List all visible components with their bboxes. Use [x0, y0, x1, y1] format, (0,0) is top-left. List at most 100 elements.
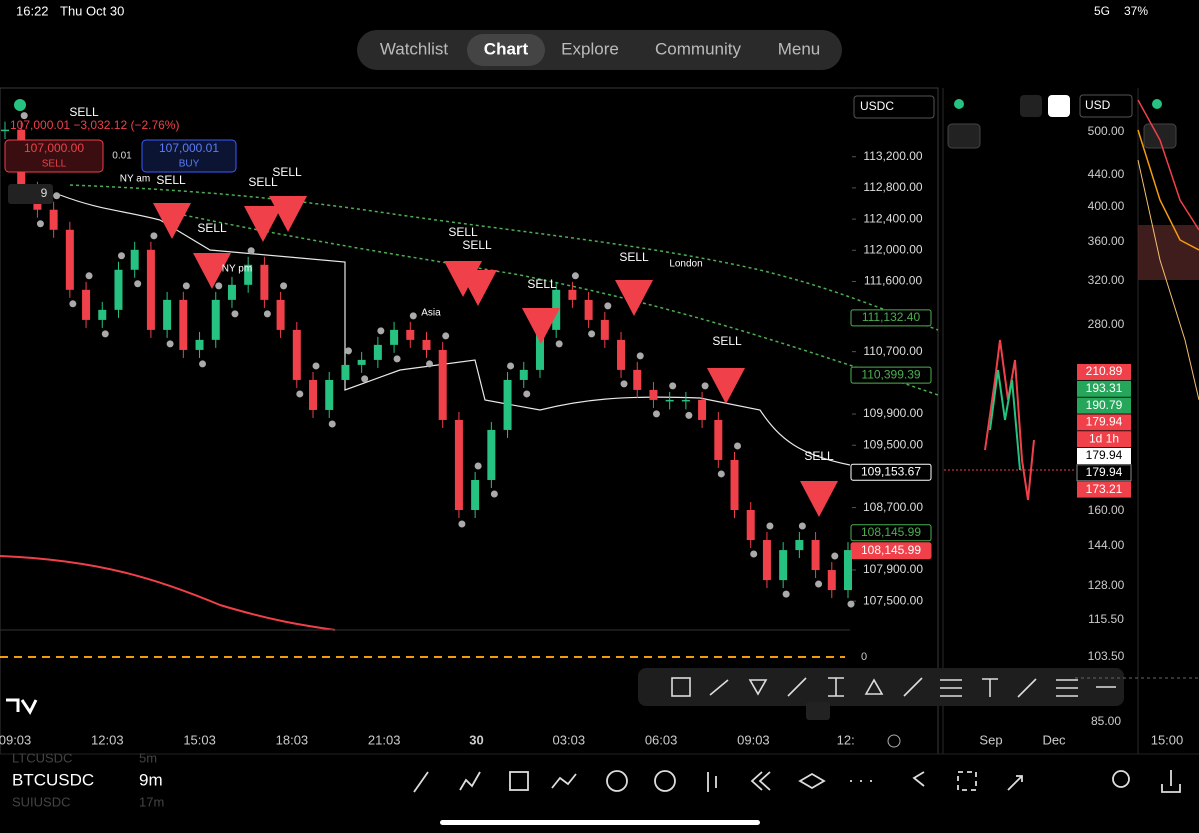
dot: [815, 580, 823, 588]
dot: [766, 522, 774, 530]
currency-select[interactable]: [853, 95, 935, 119]
candle: [519, 369, 528, 380]
dot: [231, 310, 239, 318]
dot: [571, 272, 579, 280]
price-badge: [850, 463, 932, 481]
rect-tool[interactable]: [671, 677, 691, 697]
channel-tool[interactable]: [940, 679, 962, 697]
interval[interactable]: 9m: [139, 770, 163, 789]
nav-tab[interactable]: Community: [655, 39, 741, 58]
settings-icon[interactable]: [887, 734, 901, 748]
sync-button[interactable]: [1048, 95, 1070, 117]
status-network: 5G: [1094, 4, 1110, 18]
expand-icon[interactable]: [1007, 775, 1023, 791]
sell-triangle: [800, 481, 838, 517]
candle: [600, 319, 609, 340]
quantity: 0.01: [112, 151, 132, 162]
x-tick-label: 18:03: [276, 732, 309, 747]
dot: [458, 520, 466, 528]
dot: [620, 380, 628, 388]
dot: [263, 310, 271, 318]
candle: [617, 339, 626, 370]
indicators-icon[interactable]: [459, 771, 481, 791]
side-axis-label: 160.00: [1088, 503, 1125, 517]
dot: [782, 590, 790, 598]
y-tick-label: 107,500.00: [863, 593, 923, 607]
arrow-up-tool[interactable]: [864, 678, 884, 695]
sell-triangle: [153, 203, 191, 239]
session-label: NY pm: [222, 264, 252, 275]
dot: [717, 470, 725, 478]
draw-icon[interactable]: [413, 771, 429, 793]
side-badge-label: 193.31: [1086, 381, 1123, 395]
side-candles: [989, 369, 1021, 471]
dot: [507, 362, 515, 370]
range-tool[interactable]: [828, 677, 844, 697]
x-tick-label: 06:03: [645, 732, 678, 747]
sell-triangle: [459, 270, 497, 306]
side-badge-label: 1d 1h: [1089, 431, 1119, 445]
candle: [195, 339, 204, 350]
arrow-down-tool[interactable]: [748, 679, 768, 696]
sell-label: SELL: [42, 159, 67, 170]
x-tick-label: 21:03: [368, 732, 401, 747]
line-tool[interactable]: [787, 677, 807, 697]
fib-tool[interactable]: [1056, 679, 1078, 697]
session-label: NY am: [120, 174, 150, 185]
compare-icon[interactable]: [551, 773, 577, 789]
scroll-button[interactable]: [806, 702, 830, 720]
candle: [179, 299, 188, 350]
side-axis-label: 360.00: [1088, 234, 1125, 248]
download-button[interactable]: [1020, 95, 1042, 117]
candle: [633, 369, 642, 390]
side-badge-label: 173.21: [1086, 482, 1123, 496]
ideas-icon[interactable]: [1112, 770, 1130, 788]
dot: [182, 282, 190, 290]
symbol[interactable]: BTCUSDC: [12, 770, 94, 789]
side-badge: [1077, 431, 1131, 448]
share-icon[interactable]: [1161, 770, 1181, 793]
add-icon[interactable]: [606, 770, 628, 792]
x-tick-label: 12:: [837, 732, 855, 747]
layers-button[interactable]: [947, 123, 981, 149]
layout-icon[interactable]: [509, 771, 529, 791]
fullscreen-icon[interactable]: [957, 771, 977, 791]
nav-tab[interactable]: Menu: [778, 39, 821, 58]
ray-tool[interactable]: [903, 677, 923, 697]
indicator-toggle[interactable]: [8, 184, 53, 204]
nav-tab[interactable]: Watchlist: [380, 39, 449, 58]
zone: [1138, 225, 1199, 280]
sell-triangle: [269, 196, 307, 232]
drawing-toolbar[interactable]: [638, 668, 1124, 706]
x-tick-label: 09:03: [737, 732, 770, 747]
nav-tab[interactable]: Explore: [561, 39, 619, 58]
candle: [665, 399, 674, 402]
price-badge-label: 111,132.40: [862, 310, 921, 324]
brush-tool[interactable]: [709, 679, 729, 696]
status-battery: 37%: [1124, 4, 1148, 18]
sell-signal: SELL: [156, 173, 186, 187]
arrow-tool[interactable]: [1017, 678, 1037, 698]
candle: [390, 329, 399, 345]
candle: [503, 379, 512, 430]
side-axis-label: 280.00: [1088, 317, 1125, 331]
currency-select[interactable]: [1079, 94, 1133, 118]
replay-icon[interactable]: [750, 771, 771, 791]
buy-button[interactable]: [141, 139, 237, 173]
sell-signal: SELL: [272, 165, 302, 179]
undo-icon[interactable]: [912, 771, 925, 787]
text-tool[interactable]: [982, 678, 998, 697]
sell-triangle: [707, 368, 745, 404]
candle: [341, 364, 350, 380]
nav-tab[interactable]: Chart: [484, 39, 529, 58]
alert-icon[interactable]: [654, 770, 676, 792]
candle: [795, 540, 804, 551]
layers-button[interactable]: [1143, 123, 1177, 149]
watchlist-symbol: LTCUSDC: [12, 750, 72, 765]
layers-icon[interactable]: [798, 772, 826, 790]
price-badge-label: 109,153.67: [861, 464, 921, 478]
sell-button[interactable]: [4, 139, 104, 173]
dot: [652, 410, 660, 418]
chart-type-icon[interactable]: [707, 772, 717, 792]
